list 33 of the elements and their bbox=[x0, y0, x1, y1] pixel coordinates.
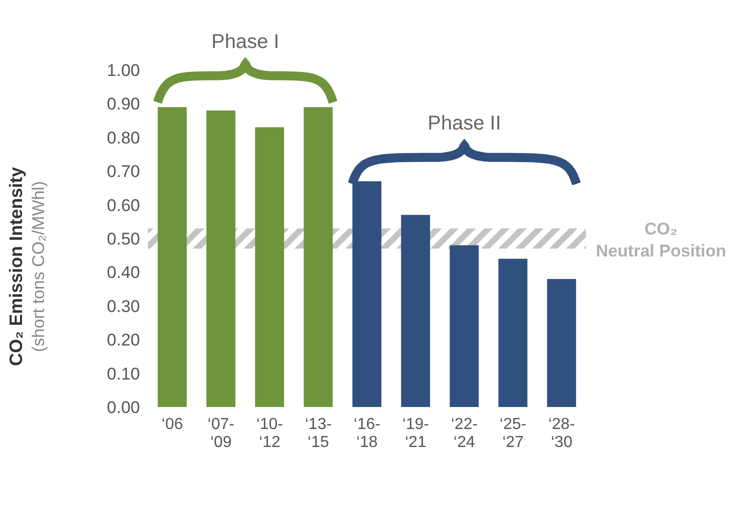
y-tick-label: 0.20 bbox=[106, 330, 140, 350]
y-axis-title: CO₂ Emission Intensity (short tons CO₂/MWhl) bbox=[6, 166, 48, 366]
x-tick-label: ‘06 bbox=[162, 416, 184, 433]
bar bbox=[255, 127, 284, 407]
bar bbox=[206, 110, 236, 407]
bar bbox=[304, 107, 333, 407]
y-tick-label: 0.70 bbox=[106, 162, 140, 182]
bar bbox=[158, 107, 187, 407]
x-tick-label: ‘28- ‘30 bbox=[548, 416, 576, 451]
y-tick-label: 0.90 bbox=[106, 94, 140, 114]
bar bbox=[450, 245, 479, 407]
x-tick-label: ‘13- ‘15 bbox=[304, 416, 332, 451]
x-tick-label: ‘22- ‘24 bbox=[450, 416, 478, 451]
y-tick-label: 0.00 bbox=[106, 398, 140, 418]
x-tick-label: ‘19- ‘21 bbox=[402, 416, 430, 451]
x-tick-label: ‘16- ‘18 bbox=[354, 416, 380, 451]
y-tick-label: 0.40 bbox=[106, 263, 140, 282]
bar bbox=[401, 214, 430, 407]
y-tick-label: 0.80 bbox=[106, 128, 140, 148]
band-label: CO₂ Neutral Position bbox=[596, 220, 726, 260]
x-tick-label: ‘07- ‘09 bbox=[208, 416, 234, 451]
bar bbox=[547, 278, 576, 407]
x-tick-label: ‘25- ‘27 bbox=[500, 416, 526, 451]
y-tick-label: 0.30 bbox=[106, 296, 140, 316]
annotation: Phase II bbox=[428, 112, 502, 134]
y-tick-label: 1.00 bbox=[106, 61, 140, 80]
bar bbox=[352, 181, 382, 407]
y-tick-label: 0.60 bbox=[106, 196, 140, 215]
y-tick-label: 0.50 bbox=[106, 230, 140, 249]
bar bbox=[498, 258, 528, 407]
y-tick-label: 0.10 bbox=[106, 364, 140, 384]
text: Phase I bbox=[211, 30, 280, 53]
x-tick-label: ‘10- ‘12 bbox=[256, 416, 284, 451]
